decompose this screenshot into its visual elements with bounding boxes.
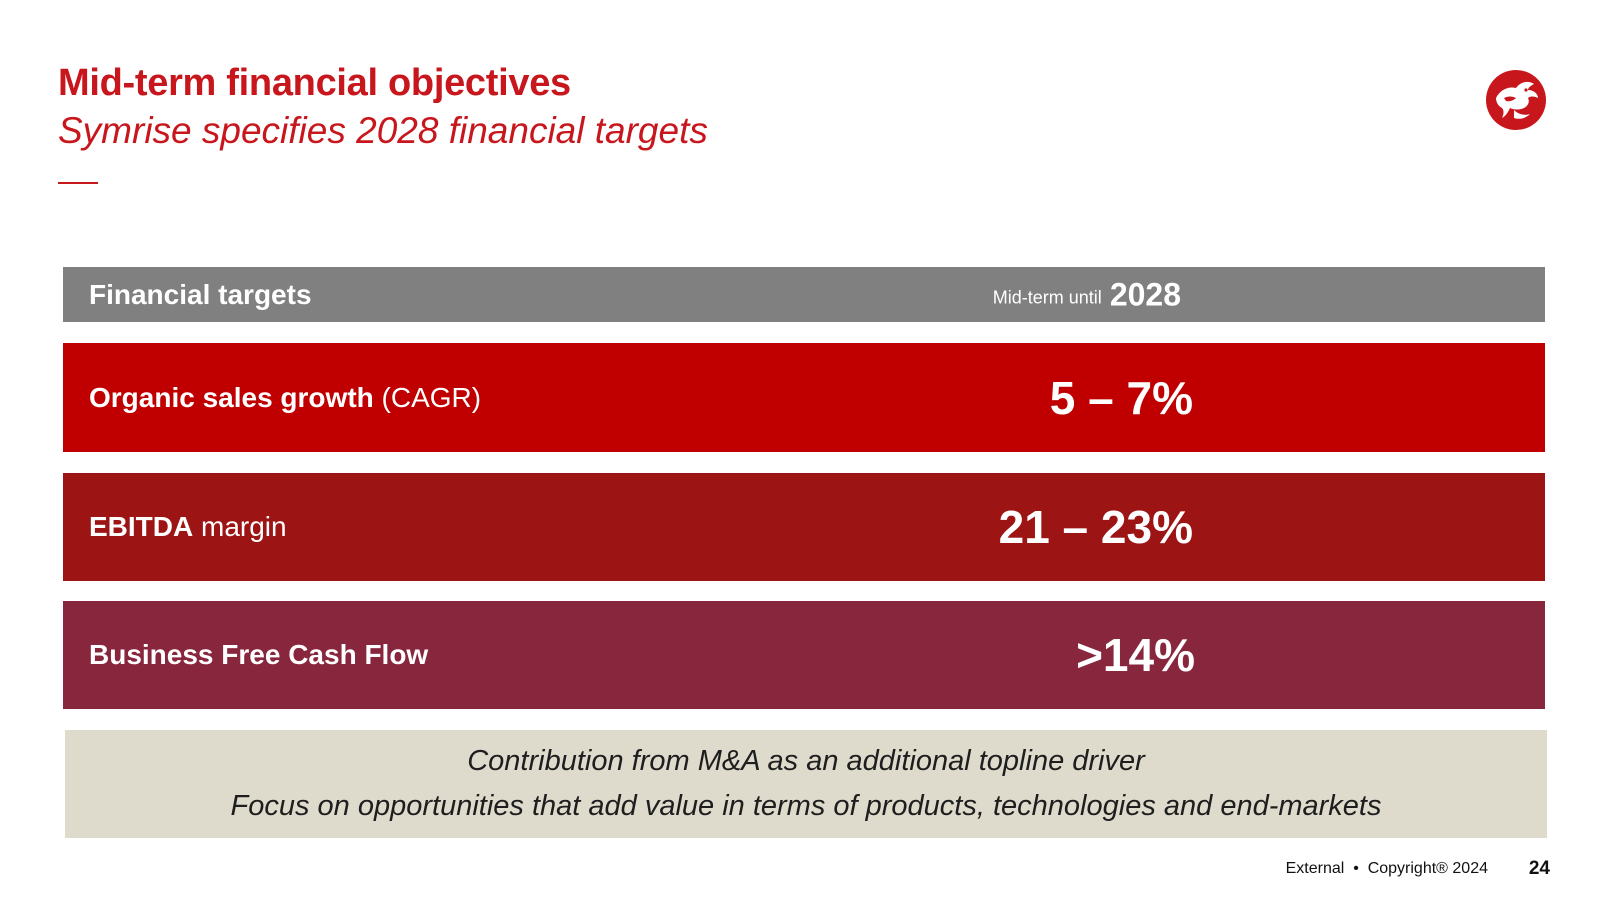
target-label: Business Free Cash Flow	[89, 639, 428, 671]
target-label: Organic sales growth (CAGR)	[89, 382, 481, 414]
page-number: 24	[1528, 858, 1550, 879]
target-row-free-cash-flow: Business Free Cash Flow >14%	[63, 601, 1545, 709]
target-value: 5 – 7%	[1049, 371, 1193, 424]
target-label-rest: margin	[193, 511, 287, 542]
period-year: 2028	[1109, 276, 1181, 312]
page-subtitle: Symrise specifies 2028 financial targets	[58, 110, 708, 151]
title-underline	[58, 182, 98, 184]
target-value: >14%	[1076, 629, 1195, 681]
target-label: EBITDA margin	[89, 511, 287, 543]
target-value: 21 – 23%	[998, 501, 1193, 553]
footer-copyright: External • Copyright® 2024	[1285, 860, 1488, 877]
period-prefix: Mid-term until	[992, 287, 1102, 307]
target-label-rest: (CAGR)	[373, 381, 482, 413]
target-row-ebitda-margin: EBITDA margin 21 – 23%	[63, 473, 1545, 581]
dragon-logo-icon	[1486, 70, 1546, 130]
note-line-1: Contribution from M&A as an additional t…	[467, 745, 1145, 777]
targets-header-label: Financial targets	[89, 278, 312, 310]
target-label-bold: EBITDA	[89, 511, 194, 542]
slide-footer: External • Copyright® 2024 24	[0, 858, 1600, 882]
note-line-2: Focus on opportunities that add value in…	[230, 790, 1382, 822]
ma-note-box: Contribution from M&A as an additional t…	[65, 730, 1547, 838]
target-label-bold: Business Free Cash Flow	[89, 639, 429, 670]
target-row-organic-growth: Organic sales growth (CAGR) 5 – 7%	[63, 343, 1545, 452]
targets-header-period: Mid-term until 2028	[993, 276, 1181, 313]
page-title: Mid-term financial objectives	[58, 62, 571, 104]
company-logo	[1484, 68, 1548, 132]
target-label-bold: Organic sales growth	[89, 381, 374, 413]
targets-header-row: Financial targets Mid-term until 2028	[63, 267, 1545, 322]
